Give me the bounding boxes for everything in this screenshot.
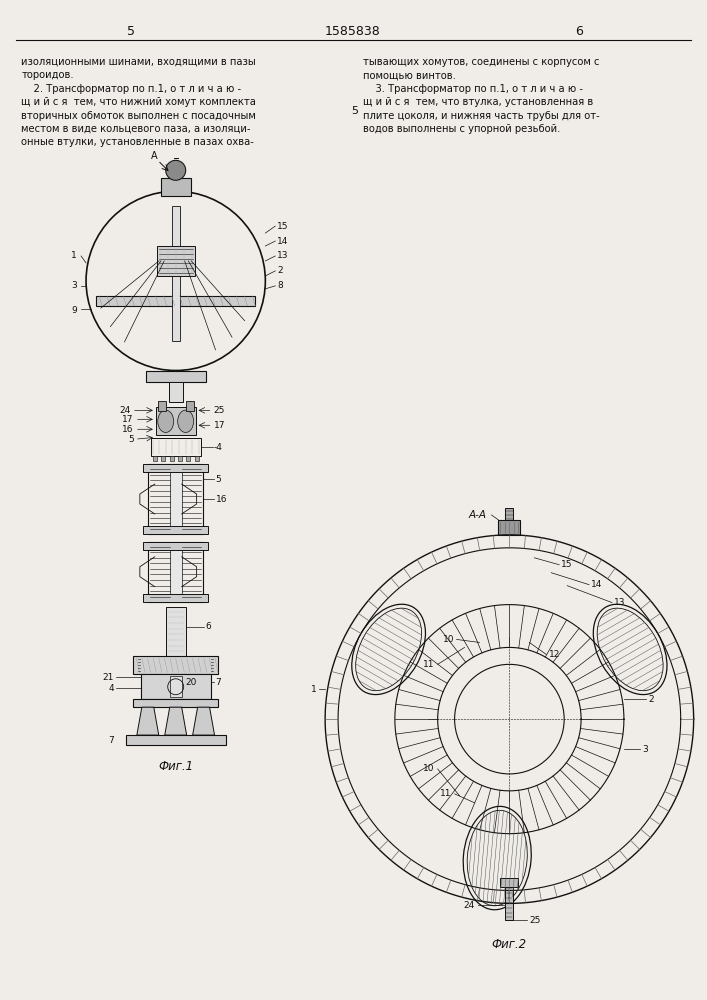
Text: 1585838: 1585838 — [325, 25, 381, 38]
Text: -4: -4 — [214, 443, 223, 452]
Bar — [96, 296, 255, 306]
Bar — [153, 456, 157, 461]
Ellipse shape — [158, 410, 174, 432]
Bar — [170, 466, 182, 532]
Bar — [156, 407, 196, 435]
Text: 3. Трансформатор по п.1, о т л и ч а ю -: 3. Трансформатор по п.1, о т л и ч а ю - — [363, 84, 583, 94]
Bar — [144, 526, 208, 534]
Text: 15: 15 — [561, 560, 573, 569]
Text: 2. Трансформатор по п.1, о т л и ч а ю -: 2. Трансформатор по п.1, о т л и ч а ю - — [21, 84, 241, 94]
Text: тороидов.: тороидов. — [21, 70, 74, 80]
Bar — [169, 382, 182, 402]
Text: 6: 6 — [575, 25, 583, 38]
Text: 9: 9 — [71, 306, 77, 315]
Text: 12: 12 — [549, 650, 561, 659]
Circle shape — [455, 664, 564, 774]
Bar — [178, 456, 182, 461]
Text: 17: 17 — [214, 421, 225, 430]
Text: 5: 5 — [216, 475, 221, 484]
Text: 11: 11 — [423, 660, 435, 669]
Text: 21: 21 — [103, 673, 114, 682]
Bar — [158, 401, 165, 411]
Text: Фиг.1: Фиг.1 — [158, 760, 193, 773]
Polygon shape — [137, 707, 159, 735]
Bar — [141, 674, 211, 699]
Text: помощью винтов.: помощью винтов. — [363, 70, 456, 80]
Text: 5: 5 — [351, 106, 358, 116]
Text: 15: 15 — [277, 222, 288, 231]
Bar — [148, 464, 203, 534]
Circle shape — [165, 160, 186, 180]
Bar — [165, 607, 186, 656]
Bar — [144, 594, 208, 602]
Bar — [134, 699, 218, 707]
Text: 24: 24 — [119, 406, 131, 415]
Text: щ и й с я  тем, что нижний хомут комплекта: щ и й с я тем, что нижний хомут комплект… — [21, 97, 256, 107]
Bar — [126, 735, 226, 745]
Text: 10: 10 — [423, 764, 435, 773]
Bar — [501, 878, 518, 887]
Bar — [170, 676, 182, 697]
Text: 1: 1 — [311, 685, 317, 694]
Bar — [506, 508, 513, 520]
Bar — [157, 246, 194, 276]
Bar — [186, 401, 194, 411]
Text: 14: 14 — [277, 237, 288, 246]
Bar — [170, 456, 173, 461]
Text: 5: 5 — [128, 435, 134, 444]
Text: 7: 7 — [216, 678, 221, 687]
Text: Фиг.2: Фиг.2 — [492, 938, 527, 951]
Text: 3: 3 — [71, 281, 77, 290]
Text: A-A: A-A — [469, 510, 486, 520]
Bar — [151, 438, 201, 456]
Ellipse shape — [177, 410, 194, 432]
Text: 1: 1 — [71, 251, 77, 260]
Bar — [186, 456, 190, 461]
Text: 17: 17 — [122, 415, 134, 424]
Text: 16: 16 — [216, 495, 227, 504]
Bar — [170, 544, 182, 600]
Bar — [161, 456, 165, 461]
Text: вторичных обмоток выполнен с посадочным: вторичных обмоток выполнен с посадочным — [21, 111, 256, 121]
Bar — [194, 456, 199, 461]
Text: A: A — [151, 151, 157, 161]
Bar — [146, 371, 206, 382]
Text: 13: 13 — [277, 251, 288, 260]
Bar — [498, 520, 520, 535]
Text: 24: 24 — [463, 901, 474, 910]
Bar — [160, 178, 191, 196]
Text: 25: 25 — [530, 916, 541, 925]
Bar — [172, 206, 180, 341]
Text: плите цоколя, и нижняя часть трубы для от-: плите цоколя, и нижняя часть трубы для о… — [363, 111, 600, 121]
Text: 6: 6 — [206, 622, 211, 631]
Bar — [144, 464, 208, 472]
Text: 13: 13 — [614, 598, 626, 607]
Text: 11: 11 — [440, 789, 452, 798]
Bar — [134, 656, 218, 674]
Bar — [506, 885, 513, 920]
Text: 20: 20 — [186, 678, 197, 687]
Text: 3: 3 — [642, 745, 648, 754]
Text: щ и й с я  тем, что втулка, установленная в: щ и й с я тем, что втулка, установленная… — [363, 97, 593, 107]
Text: 25: 25 — [214, 406, 225, 415]
Text: 14: 14 — [591, 580, 602, 589]
Bar — [144, 542, 208, 550]
Text: 5: 5 — [127, 25, 135, 38]
Text: 10: 10 — [443, 635, 455, 644]
Text: 7: 7 — [108, 736, 114, 745]
Polygon shape — [192, 707, 214, 735]
Text: 2: 2 — [649, 695, 655, 704]
Text: 16: 16 — [122, 425, 134, 434]
Text: 8: 8 — [277, 281, 283, 290]
Text: водов выполнены с упорной резьбой.: водов выполнены с упорной резьбой. — [363, 124, 561, 134]
Text: тывающих хомутов, соединены с корпусом с: тывающих хомутов, соединены с корпусом с — [363, 57, 600, 67]
Text: изоляционными шинами, входящими в пазы: изоляционными шинами, входящими в пазы — [21, 57, 256, 67]
Text: местом в виде кольцевого паза, а изоляци-: местом в виде кольцевого паза, а изоляци… — [21, 124, 251, 134]
Text: онные втулки, установленные в пазах охва-: онные втулки, установленные в пазах охва… — [21, 137, 255, 147]
Bar — [148, 542, 203, 602]
Polygon shape — [165, 707, 187, 735]
Text: 2: 2 — [277, 266, 283, 275]
Text: 4: 4 — [108, 684, 114, 693]
